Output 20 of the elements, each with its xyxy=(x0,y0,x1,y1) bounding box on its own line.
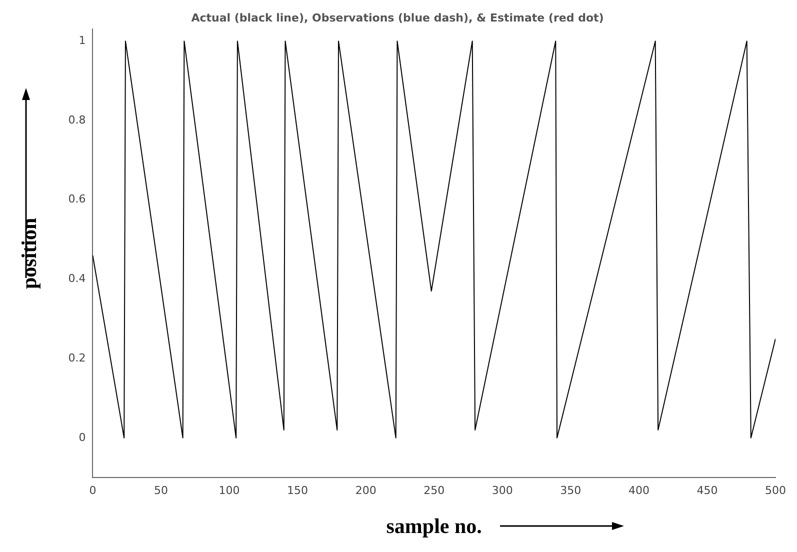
x-tick-label: 400 xyxy=(628,484,650,498)
y-tick-label: 0 xyxy=(78,430,86,444)
x-tick-label: 100 xyxy=(218,484,240,498)
x-tick-label: 250 xyxy=(424,484,445,498)
x-tick-label: 300 xyxy=(492,484,513,498)
y-tick-label: 1 xyxy=(78,34,86,47)
x-axis-title: sample no. xyxy=(386,514,482,538)
x-tick-label: 50 xyxy=(154,484,168,498)
x-tick-label: 200 xyxy=(355,484,376,498)
y-tick-label: 0.6 xyxy=(68,192,86,206)
y-tick-label: 0.8 xyxy=(68,113,86,126)
y-axis-title: position xyxy=(17,217,42,289)
x-tick-label: 450 xyxy=(696,484,718,498)
x-tick-label: 350 xyxy=(560,484,582,498)
y-tick-label: 0.4 xyxy=(68,272,86,286)
x-tick-label: 150 xyxy=(287,484,308,498)
x-tick-label: 500 xyxy=(765,484,786,498)
y-tick-label: 0.2 xyxy=(68,351,86,364)
x-tick-label: 0 xyxy=(89,484,96,498)
chart-title: Actual (black line), Observations (blue dash), & Estimate (red dot) xyxy=(191,11,604,24)
